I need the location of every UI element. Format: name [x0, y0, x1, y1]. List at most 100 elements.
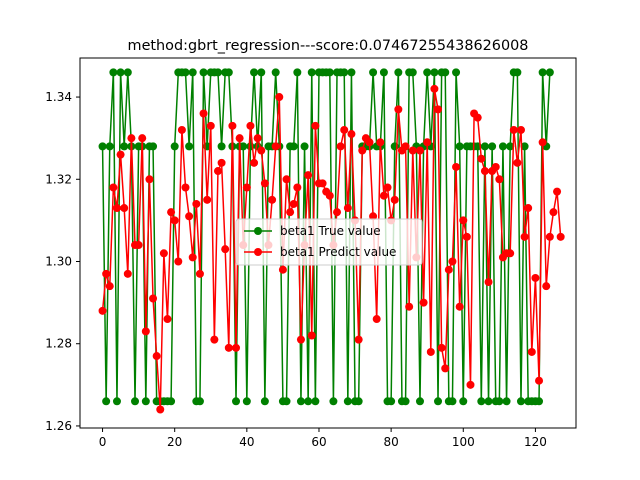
data-point — [181, 183, 190, 192]
y-tick-label: 1.32 — [45, 172, 72, 186]
data-point — [408, 68, 417, 77]
legend: beta1 True value beta1 Predict value — [235, 218, 423, 266]
data-point — [513, 158, 522, 167]
data-point — [253, 134, 262, 143]
x-tick-label: 120 — [524, 435, 547, 449]
data-point — [296, 335, 305, 344]
data-point — [340, 125, 349, 134]
data-point — [134, 241, 143, 250]
data-point — [275, 93, 284, 102]
data-point — [441, 68, 450, 77]
data-point — [195, 397, 204, 406]
data-point — [383, 183, 392, 192]
data-point — [466, 380, 475, 389]
data-point — [123, 269, 132, 278]
data-point — [520, 142, 529, 151]
data-point — [524, 204, 533, 213]
data-point — [358, 146, 367, 155]
data-point — [495, 175, 504, 184]
data-point — [138, 134, 147, 143]
data-point — [452, 68, 461, 77]
data-point — [430, 68, 439, 77]
data-point — [480, 167, 489, 176]
data-point — [112, 397, 121, 406]
data-point — [250, 158, 259, 167]
data-point — [448, 257, 457, 266]
y-tick-label: 1.28 — [45, 337, 72, 351]
data-point — [304, 397, 313, 406]
x-tick-label: 100 — [452, 435, 475, 449]
data-point — [149, 294, 158, 303]
data-point — [473, 113, 482, 122]
data-point — [149, 142, 158, 151]
data-point — [340, 68, 349, 77]
data-point — [307, 68, 316, 77]
data-point — [257, 68, 266, 77]
data-point — [502, 397, 511, 406]
legend-entry: beta1 True value — [244, 224, 381, 238]
data-point — [538, 138, 547, 147]
data-point — [430, 84, 439, 93]
data-point — [325, 68, 334, 77]
data-point — [452, 162, 461, 171]
data-point — [98, 142, 107, 151]
data-point — [394, 68, 403, 77]
data-point — [170, 216, 179, 225]
legend-marker — [254, 248, 262, 256]
data-point — [232, 343, 241, 352]
data-point — [506, 249, 515, 258]
data-point — [109, 183, 118, 192]
data-point — [102, 397, 111, 406]
data-point — [181, 68, 190, 77]
data-point — [127, 134, 136, 143]
x-tick-label: 0 — [99, 435, 107, 449]
data-point — [459, 397, 468, 406]
data-point — [289, 142, 298, 151]
data-point — [145, 175, 154, 184]
data-point — [217, 142, 226, 151]
data-point — [488, 142, 497, 151]
data-point — [531, 273, 540, 282]
data-point — [167, 397, 176, 406]
data-point — [444, 265, 453, 274]
data-point — [369, 68, 378, 77]
data-point — [405, 302, 414, 311]
data-point — [98, 306, 107, 315]
data-point — [221, 245, 230, 254]
data-point — [141, 327, 150, 336]
x-tick-label: 40 — [239, 435, 254, 449]
data-point — [152, 352, 161, 361]
ticks-layer: 0 20 40 60 80 100 120 1.26 1.28 1.30 1.32 1.34 — [45, 90, 547, 449]
legend-label: beta1 True value — [280, 224, 381, 238]
data-point — [210, 335, 219, 344]
plot-frame — [79, 57, 577, 429]
x-tick-label: 80 — [383, 435, 398, 449]
data-point — [401, 397, 410, 406]
data-point — [459, 216, 468, 225]
data-point — [246, 121, 255, 130]
data-point — [527, 347, 536, 356]
data-point — [102, 269, 111, 278]
data-point — [477, 154, 486, 163]
data-point — [415, 397, 424, 406]
x-tick-label: 20 — [167, 435, 182, 449]
data-point — [224, 343, 233, 352]
data-point — [542, 282, 551, 291]
data-point — [369, 212, 378, 221]
data-point — [354, 397, 363, 406]
y-tick-label: 1.30 — [45, 255, 72, 269]
data-point — [394, 105, 403, 114]
data-point — [545, 68, 554, 77]
data-point — [213, 68, 222, 77]
data-point — [516, 397, 525, 406]
data-point — [553, 187, 562, 196]
data-point — [307, 331, 316, 340]
data-point — [538, 68, 547, 77]
data-point — [109, 68, 118, 77]
data-point — [185, 142, 194, 151]
data-point — [434, 397, 443, 406]
data-point — [116, 150, 125, 159]
data-point — [390, 195, 399, 204]
data-point — [318, 179, 327, 188]
data-point — [347, 68, 356, 77]
